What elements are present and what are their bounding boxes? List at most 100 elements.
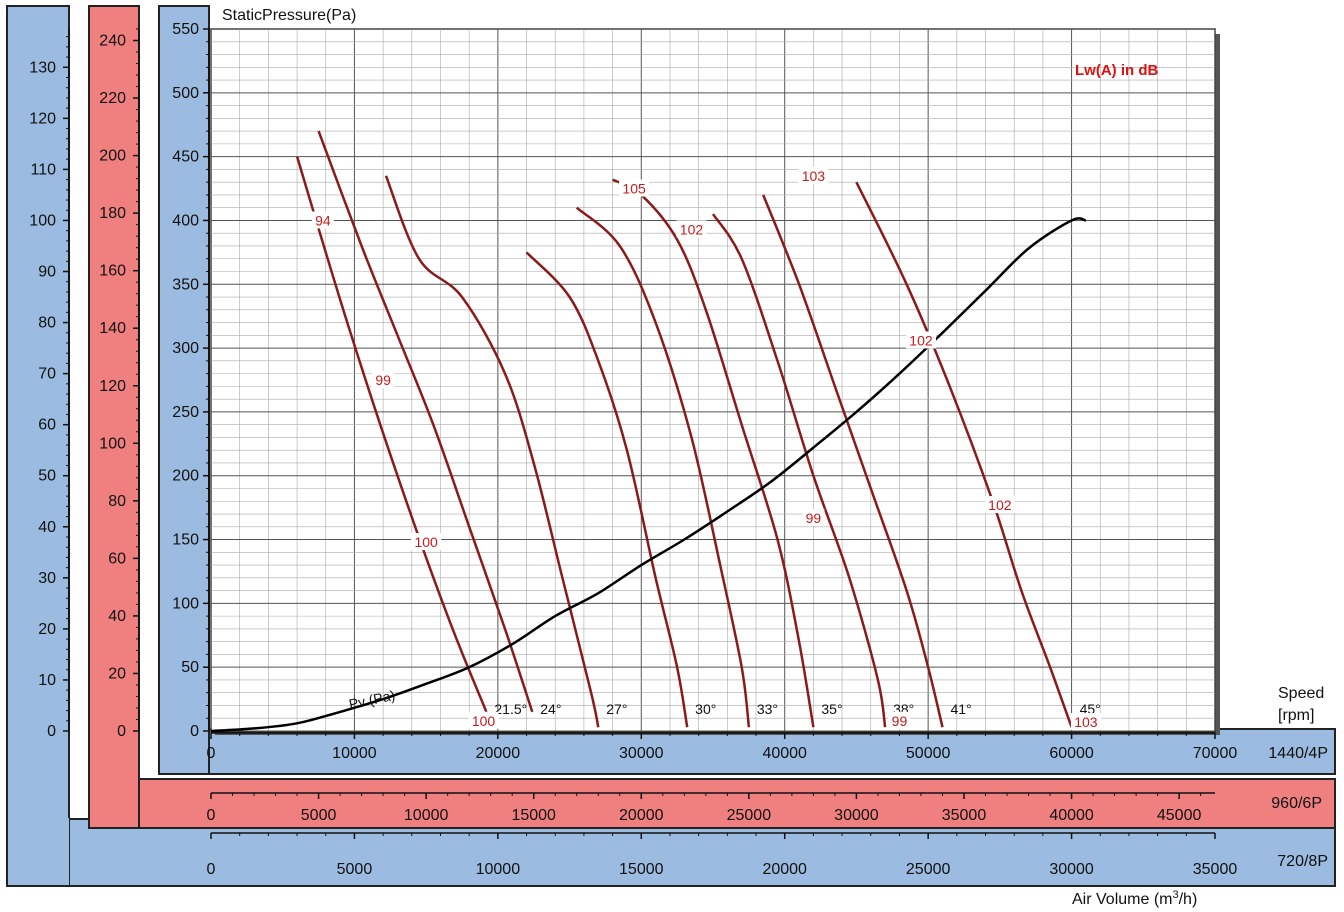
x-tick-label: 20000 — [619, 807, 664, 824]
blade-angle-label: 35° — [821, 701, 842, 717]
y-tick-label: 10 — [38, 672, 56, 689]
blade-angle-label: 21.5° — [494, 701, 527, 717]
sound-label-bg — [905, 331, 936, 349]
x-tick-label: 5000 — [301, 807, 337, 824]
sound-label-bg — [802, 508, 825, 526]
blade-angle-label: 30° — [695, 701, 716, 717]
y-tick-label: 300 — [172, 340, 199, 357]
y-tick-label: 80 — [108, 493, 126, 510]
sound-level-label: 100 — [472, 713, 496, 729]
sound-level-label: 103 — [802, 168, 826, 184]
sound-label-bg — [888, 711, 911, 729]
y-tick-label: 100 — [172, 595, 199, 612]
plot-area — [210, 28, 1216, 733]
sound-label-bg — [372, 371, 395, 388]
sound-level-label: 105 — [622, 181, 646, 197]
sound-level-label: 99 — [806, 510, 822, 526]
x-tick-label: 0 — [207, 861, 216, 878]
y-tick-label: 240 — [99, 33, 126, 50]
x-tick-label: 5000 — [337, 861, 373, 878]
x-tick-label: 20000 — [476, 745, 521, 762]
y-tick-label: 0 — [47, 723, 56, 740]
legend-note: Lw(A) in dB — [1075, 62, 1158, 79]
y-tick-label: 60 — [38, 417, 56, 434]
y-tick-label: 130 — [29, 59, 56, 76]
x-tick-label: 15000 — [511, 807, 556, 824]
x-tick-label: 20000 — [762, 861, 807, 878]
sound-level-label: 99 — [892, 713, 908, 729]
x-tick-label: 40000 — [1049, 807, 1094, 824]
sound-label-bg — [619, 179, 650, 197]
frame-720-8p-left — [6, 5, 70, 887]
y-tick-label: 40 — [38, 519, 56, 536]
fan-curve-line — [525, 251, 689, 728]
y-tick-label: 0 — [190, 723, 199, 740]
y-tick-label: 40 — [108, 608, 126, 625]
x-tick-label: 60000 — [1049, 745, 1094, 762]
y-tick-label: 50 — [38, 468, 56, 485]
frame-720-8p-bottom — [68, 818, 1336, 887]
y-tick-label: 110 — [30, 161, 56, 178]
frame-720-8p-cover — [68, 818, 69, 885]
sound-level-label: 102 — [909, 332, 933, 348]
y-tick-label: 120 — [99, 378, 126, 395]
y-tick-label: 180 — [99, 205, 126, 222]
x-tick-label: 25000 — [906, 861, 951, 878]
x-tick-label: 10000 — [332, 745, 377, 762]
y-tick-label: 60 — [108, 550, 126, 567]
sound-label-bg — [984, 496, 1015, 514]
sound-level-label: 102 — [988, 497, 1012, 513]
fan-curve-line — [575, 206, 751, 728]
fan-curve-line — [317, 130, 534, 713]
y-axes: 0501001502002503003504004505005500204060… — [29, 21, 210, 740]
fan-curve-line — [295, 156, 488, 713]
sound-label-bg — [798, 166, 829, 184]
y-tick-label: 160 — [99, 263, 126, 280]
blade-angle-label: 45° — [1080, 701, 1101, 717]
fan-curve-line — [384, 175, 600, 728]
sound-label-bg — [676, 220, 707, 238]
y-tick-label: 500 — [172, 85, 199, 102]
y-tick-label: 350 — [172, 276, 199, 293]
x-tick-label: 10000 — [476, 861, 521, 878]
curve-labels: 94 99 100 100 105 102 103 102 99 102 99 103 — [311, 166, 1101, 731]
frame-960-6p-bottom — [138, 778, 1336, 829]
fan-curve-line — [612, 178, 815, 728]
x-tick-label: 40000 — [762, 745, 807, 762]
x-tick-label: 15000 — [619, 861, 664, 878]
y-tick-label: 250 — [172, 404, 199, 421]
speed-unit-label: [rpm] — [1278, 707, 1314, 724]
fan-curve-line — [762, 194, 944, 728]
blade-angle-label: 24° — [540, 701, 561, 717]
y-tick-label: 100 — [99, 435, 126, 452]
fan-curve-line — [855, 181, 1073, 728]
sound-label-bg — [468, 711, 499, 729]
y-tick-label: 90 — [38, 264, 56, 281]
y-tick-label: 220 — [99, 90, 126, 107]
y-tick-label: 30 — [38, 570, 56, 587]
y-tick-label: 450 — [172, 149, 199, 166]
x-tick-label: 25000 — [727, 807, 772, 824]
blade-angle-label: 27° — [606, 701, 627, 717]
x-tick-label: 35000 — [942, 807, 987, 824]
sound-label-bg — [1070, 713, 1101, 731]
fan-curve-line — [711, 213, 887, 728]
y-tick-label: 20 — [38, 621, 56, 638]
y-tick-label: 50 — [181, 659, 199, 676]
x-tick-label: 30000 — [1049, 861, 1094, 878]
system-curve-line — [210, 217, 1087, 733]
x-tick-label: 50000 — [906, 745, 951, 762]
sound-level-label: 103 — [1074, 714, 1098, 730]
sound-label-bg — [311, 211, 334, 229]
y-tick-label: 200 — [172, 468, 199, 485]
y-tick-label: 20 — [108, 665, 126, 682]
frame-1440-4p-left — [158, 5, 210, 775]
x-axes: 0 10000 20000 30000 40000 50000 60000 70000 1440… — [207, 732, 1328, 878]
x-axis-title: Air Volume (m3/h) — [1072, 889, 1197, 908]
x-tick-label: 0 — [207, 745, 216, 762]
x-axis-speed-name: 1440/4P — [1268, 745, 1328, 762]
y-tick-label: 400 — [172, 212, 199, 229]
x-tick-label: 45000 — [1157, 807, 1202, 824]
frame-960-6p-left — [88, 5, 140, 829]
